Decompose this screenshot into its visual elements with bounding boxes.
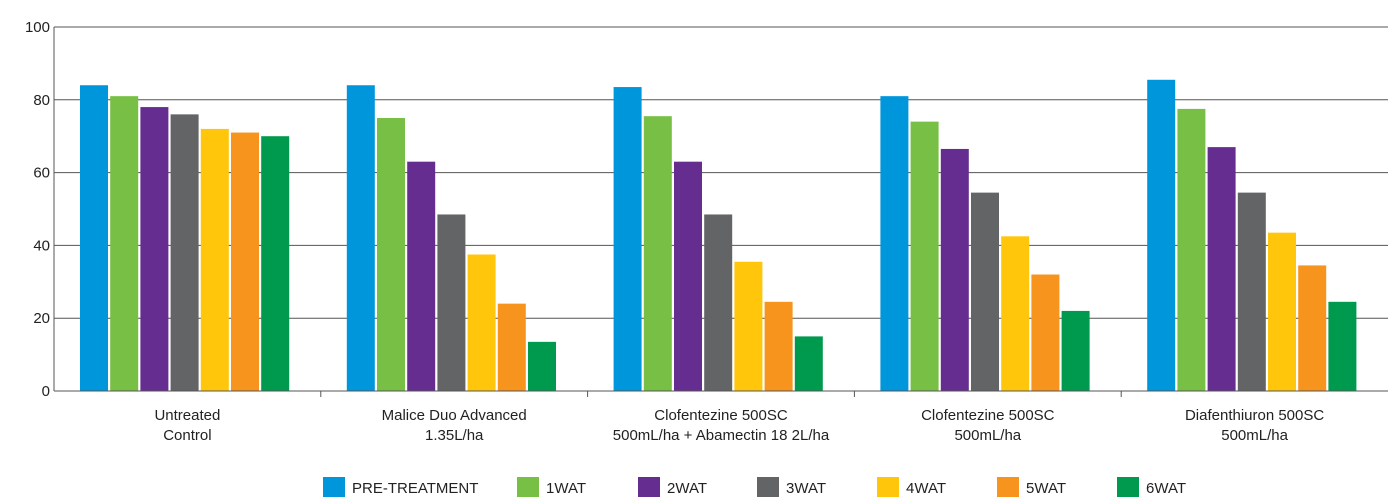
bar — [377, 118, 405, 391]
bar — [200, 128, 229, 392]
bar — [1207, 147, 1236, 391]
bar — [643, 116, 672, 392]
legend-swatch — [517, 477, 539, 497]
bar — [1268, 232, 1296, 391]
legend-swatch — [638, 477, 660, 497]
bar — [704, 214, 733, 391]
y-tick-label: 20 — [33, 310, 50, 327]
bar — [346, 85, 375, 392]
bar — [231, 132, 259, 391]
bars — [80, 79, 1357, 392]
bar — [674, 161, 702, 391]
bar — [1177, 108, 1206, 392]
bar — [1001, 236, 1030, 391]
legend-label: PRE-TREATMENT — [352, 480, 478, 497]
x-category-label: Diafenthiuron 500SC 500mL/ha — [1185, 407, 1324, 444]
legend-label: 4WAT — [906, 480, 946, 497]
legend-label: 6WAT — [1146, 480, 1186, 497]
x-category-label: Malice Duo Advanced 1.35L/ha — [382, 407, 527, 444]
y-tick-label: 60 — [33, 165, 50, 182]
bar — [1061, 310, 1090, 391]
bar — [1328, 301, 1357, 391]
legend-label: 5WAT — [1026, 480, 1066, 497]
y-tick-label: 40 — [33, 237, 50, 254]
legend-swatch — [323, 477, 345, 497]
bar — [1031, 274, 1060, 391]
x-category-label: Clofentezine 500SC 500mL/ha + Abamectin 1… — [613, 407, 830, 444]
legend-swatch — [877, 477, 899, 497]
bar — [971, 192, 999, 391]
legend-swatch — [757, 477, 779, 497]
bar — [1298, 265, 1327, 391]
bar — [880, 96, 909, 391]
y-tick-label: 80 — [33, 92, 50, 109]
bar — [910, 121, 939, 391]
bar — [110, 96, 139, 391]
bar — [437, 214, 466, 391]
y-tick-label: 0 — [42, 383, 50, 400]
bar — [1237, 192, 1266, 391]
bar — [80, 85, 108, 392]
bar — [794, 336, 823, 391]
legend-label: 2WAT — [667, 480, 707, 497]
bar — [467, 254, 496, 391]
bar — [170, 114, 199, 392]
bar — [940, 148, 969, 391]
bar — [140, 107, 169, 391]
x-category-label: Untreated Control — [154, 407, 220, 444]
legend: PRE-TREATMENT 1WAT 2WAT 3WAT 4WAT 5WAT 6WAT — [323, 477, 1186, 497]
bar — [261, 136, 290, 391]
bar — [407, 161, 436, 391]
y-tick-label: 100 — [25, 19, 50, 36]
bar — [1147, 79, 1176, 391]
bar — [613, 87, 642, 391]
bar — [734, 261, 763, 391]
bar — [764, 301, 793, 391]
bar — [528, 341, 556, 391]
legend-swatch — [1117, 477, 1139, 497]
bar — [497, 303, 526, 391]
legend-swatch — [997, 477, 1019, 497]
legend-label: 1WAT — [546, 480, 586, 497]
x-axis: Untreated Control Malice Duo Advanced 1.35L… — [54, 390, 1388, 444]
x-category-label: Clofentezine 500SC 500mL/ha — [921, 407, 1055, 444]
y-axis: 0 20 40 60 80 100 — [25, 19, 55, 400]
legend-label: 3WAT — [786, 480, 826, 497]
